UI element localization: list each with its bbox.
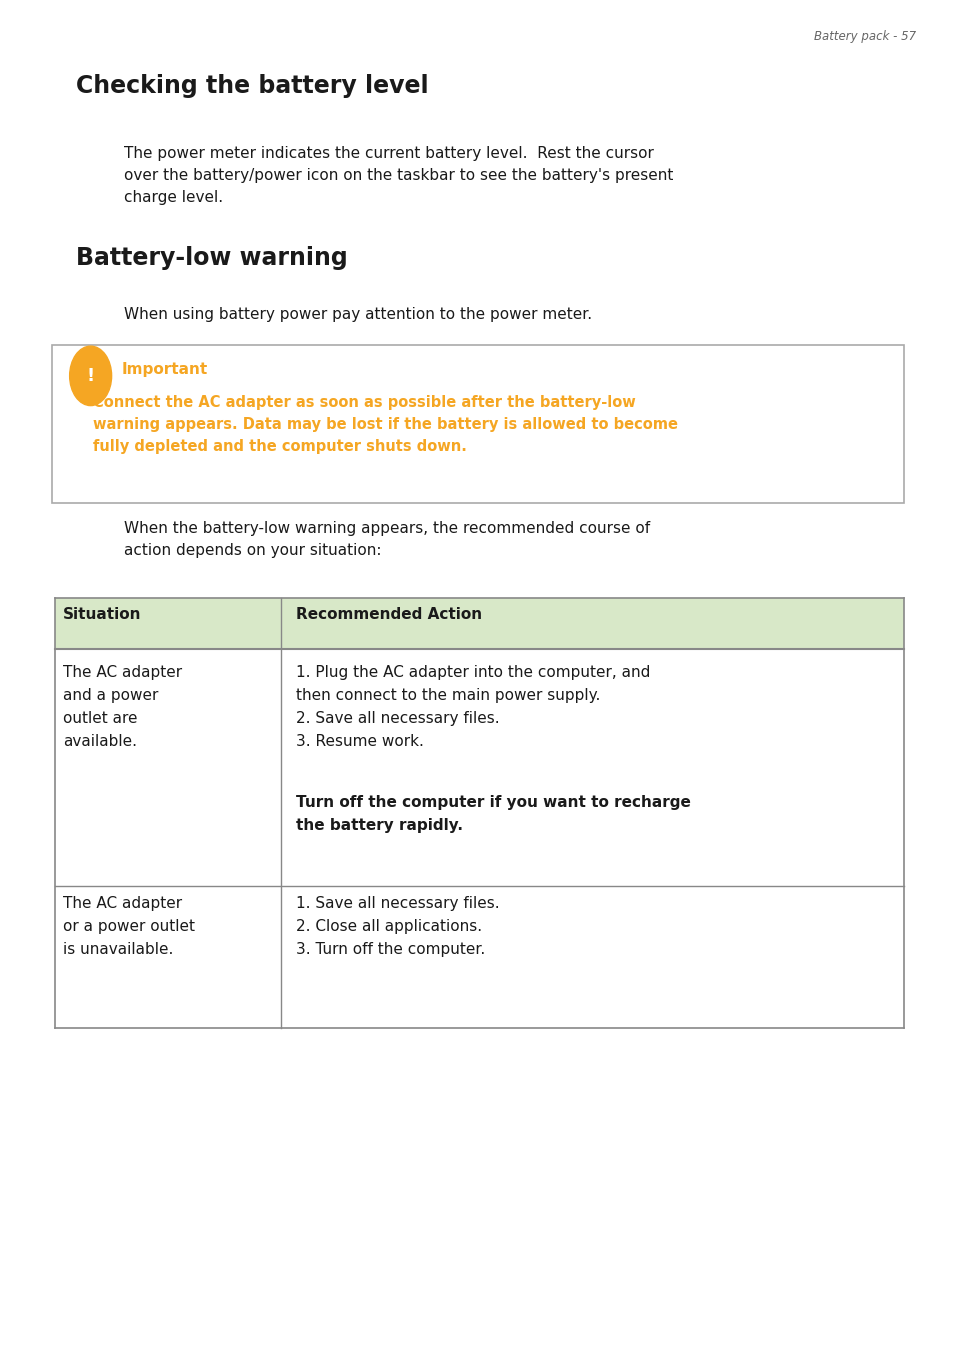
Circle shape [70, 346, 112, 406]
Text: Battery-low warning: Battery-low warning [76, 246, 348, 270]
Text: The AC adapter
or a power outlet
is unavailable.: The AC adapter or a power outlet is unav… [63, 896, 194, 957]
Text: Recommended Action: Recommended Action [295, 607, 481, 622]
Text: Important: Important [121, 362, 207, 377]
Text: !: ! [87, 366, 94, 385]
FancyBboxPatch shape [52, 345, 903, 503]
Text: Battery pack - 57: Battery pack - 57 [813, 30, 915, 43]
Text: When using battery power pay attention to the power meter.: When using battery power pay attention t… [124, 307, 592, 322]
Text: 1. Save all necessary files.
2. Close all applications.
3. Turn off the computer: 1. Save all necessary files. 2. Close al… [295, 896, 498, 957]
Text: Connect the AC adapter as soon as possible after the battery-low
warning appears: Connect the AC adapter as soon as possib… [93, 395, 678, 454]
Text: Situation: Situation [63, 607, 141, 622]
Text: The AC adapter
and a power
outlet are
available.: The AC adapter and a power outlet are av… [63, 665, 182, 749]
Text: When the battery-low warning appears, the recommended course of
action depends o: When the battery-low warning appears, th… [124, 521, 649, 558]
Text: The power meter indicates the current battery level.  Rest the cursor
over the b: The power meter indicates the current ba… [124, 146, 673, 206]
FancyBboxPatch shape [55, 598, 903, 649]
Text: Turn off the computer if you want to recharge
the battery rapidly.: Turn off the computer if you want to rec… [295, 795, 690, 833]
Text: Checking the battery level: Checking the battery level [76, 74, 429, 99]
Text: 1. Plug the AC adapter into the computer, and
then connect to the main power sup: 1. Plug the AC adapter into the computer… [295, 665, 649, 749]
